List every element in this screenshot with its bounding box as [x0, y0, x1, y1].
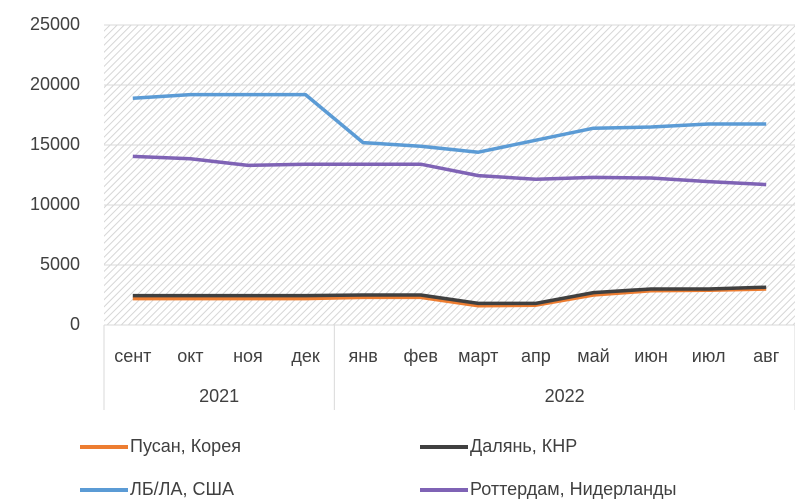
legend-label: Роттердам, Нидерланды	[470, 479, 676, 499]
y-tick-label: 15000	[30, 134, 80, 154]
y-tick-label: 25000	[30, 14, 80, 34]
group-label: 2021	[199, 386, 239, 406]
legend-label: Далянь, КНР	[470, 436, 577, 456]
line-series	[132, 92, 767, 154]
legend-label: Пусан, Корея	[130, 436, 241, 456]
x-tick-label: авг	[753, 346, 780, 366]
x-tick-label: май	[577, 346, 609, 366]
x-tick-label: сент	[114, 346, 151, 366]
x-tick-label: июн	[634, 346, 668, 366]
x-tick-label: дек	[291, 346, 320, 366]
y-tick-label: 20000	[30, 74, 80, 94]
x-tick-label: фев	[404, 346, 438, 366]
x-tick-label: апр	[521, 346, 551, 366]
x-tick-label: март	[458, 346, 498, 366]
x-tick-label: ноя	[233, 346, 263, 366]
x-tick-label: июл	[692, 346, 726, 366]
plot-background	[104, 25, 795, 325]
x-tick-label: янв	[349, 346, 378, 366]
y-tick-label: 5000	[40, 254, 80, 274]
legend-label: ЛБ/ЛА, США	[130, 479, 234, 499]
group-label: 2022	[545, 386, 585, 406]
x-tick-label: окт	[177, 346, 203, 366]
y-tick-label: 0	[70, 314, 80, 334]
line-series	[132, 154, 767, 187]
line-series	[132, 285, 767, 306]
y-tick-label: 10000	[30, 194, 80, 214]
